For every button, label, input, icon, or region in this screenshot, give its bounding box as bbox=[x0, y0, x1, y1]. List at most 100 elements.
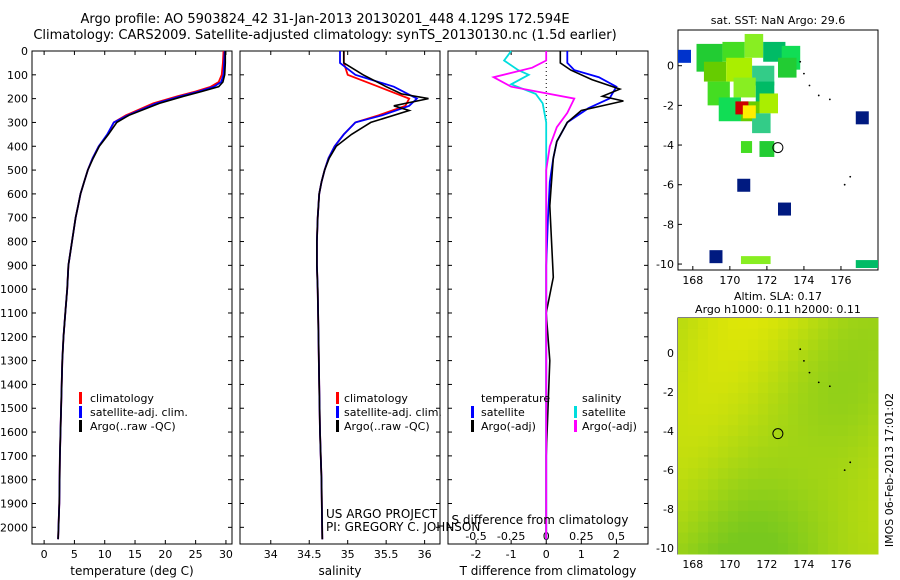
map-x-tick-label: 174 bbox=[793, 558, 814, 571]
sla-cell bbox=[848, 382, 859, 394]
sla-cell bbox=[728, 318, 739, 330]
sla-cell bbox=[868, 543, 879, 555]
sla-cell bbox=[788, 350, 799, 362]
sst-cell bbox=[726, 57, 753, 82]
legend-satellite: satellite-adj. clim. bbox=[90, 406, 188, 419]
x-tick-label: 20 bbox=[158, 548, 172, 561]
sla-cell bbox=[858, 425, 869, 437]
series-line-climatology bbox=[57, 50, 225, 540]
sla-cell bbox=[828, 489, 839, 501]
sla-cell bbox=[788, 382, 799, 394]
y-tick-label: 1400 bbox=[0, 378, 28, 391]
sla-cell bbox=[868, 328, 879, 340]
sla-cell bbox=[788, 339, 799, 351]
sla-cell bbox=[718, 360, 729, 373]
sla-cell bbox=[758, 382, 769, 394]
sla-cell bbox=[798, 382, 809, 394]
sla-cell bbox=[678, 446, 689, 458]
sla-cell bbox=[778, 436, 789, 448]
sla-cell bbox=[748, 350, 759, 362]
map-x-tick-label: 172 bbox=[756, 558, 777, 571]
sla-cell bbox=[728, 371, 739, 383]
top-x-tick-label: 0.25 bbox=[569, 530, 594, 543]
sla-cell bbox=[698, 446, 709, 458]
sst-cell bbox=[855, 111, 869, 125]
sla-cell bbox=[748, 371, 759, 383]
sla-cell bbox=[698, 414, 709, 426]
legend-argo: Argo(..raw -QC) bbox=[344, 420, 430, 433]
legend-swatch-argo bbox=[336, 420, 339, 432]
sla-cell bbox=[828, 543, 839, 555]
sla-cell bbox=[728, 532, 739, 544]
sla-cell bbox=[698, 371, 709, 383]
sla-cell bbox=[708, 532, 719, 544]
sla-cell bbox=[848, 339, 859, 351]
sla-cell bbox=[708, 328, 719, 340]
legend-s-satellite: satellite bbox=[582, 406, 626, 419]
sla-cell bbox=[818, 403, 829, 416]
sst-cell bbox=[759, 93, 778, 114]
map-y-tick-label: 0 bbox=[667, 60, 674, 73]
sla-cell bbox=[768, 328, 779, 340]
sla-cell bbox=[758, 393, 769, 405]
sla-cell bbox=[698, 521, 709, 534]
sla-cell bbox=[688, 468, 699, 480]
sst-cell bbox=[742, 105, 756, 119]
sla-cell bbox=[838, 543, 849, 555]
sla-cell bbox=[828, 436, 839, 448]
sla-cell bbox=[738, 500, 749, 512]
sla-cell bbox=[848, 500, 859, 512]
sla-cell bbox=[818, 436, 829, 448]
sla-cell bbox=[678, 371, 689, 383]
sla-cell bbox=[788, 360, 799, 373]
sla-cell bbox=[858, 360, 869, 373]
sla-cell bbox=[808, 500, 819, 512]
sla-cell bbox=[778, 446, 789, 458]
sst-cell bbox=[737, 178, 751, 192]
sla-cell bbox=[738, 511, 749, 523]
y-tick-label: 300 bbox=[7, 116, 28, 129]
sla-cell bbox=[728, 328, 739, 340]
sla-cell bbox=[768, 318, 779, 330]
sla-cell bbox=[848, 543, 859, 555]
sla-cell bbox=[688, 457, 699, 469]
sla-cell bbox=[868, 468, 879, 480]
sla-cell bbox=[688, 393, 699, 405]
sla-cell bbox=[678, 350, 689, 362]
sla-cell bbox=[718, 457, 729, 469]
sla-cell bbox=[688, 489, 699, 501]
sla-cell bbox=[808, 489, 819, 501]
sla-cell bbox=[808, 393, 819, 405]
series-line-salinity_sat bbox=[502, 50, 548, 540]
sla-cell bbox=[738, 382, 749, 394]
sla-cell bbox=[808, 436, 819, 448]
sla-cell bbox=[808, 318, 819, 330]
sla-cell bbox=[828, 511, 839, 523]
sla-cell bbox=[748, 468, 759, 480]
sla-cell bbox=[858, 446, 869, 458]
x-tick-label: 0 bbox=[41, 548, 48, 561]
sla-cell bbox=[838, 328, 849, 340]
sla-cell bbox=[718, 425, 729, 437]
x-tick-label: 35 bbox=[341, 548, 355, 561]
sla-map-panel: 168 170 172 174 176 0 -2 -4 -6 -8 -10 bbox=[656, 318, 879, 571]
sla-cell bbox=[708, 436, 719, 448]
sst-cell bbox=[759, 141, 775, 157]
y-tick-label: 100 bbox=[7, 69, 28, 82]
sla-cell bbox=[688, 360, 699, 373]
sla-cell bbox=[718, 328, 729, 340]
sla-cell bbox=[698, 468, 709, 480]
sst-cell bbox=[703, 61, 727, 82]
sla-cell bbox=[748, 393, 759, 405]
x-tick-label: 5 bbox=[71, 548, 78, 561]
sla-cell bbox=[858, 521, 869, 534]
sla-cell bbox=[838, 393, 849, 405]
sla-cell bbox=[788, 468, 799, 480]
sla-cell bbox=[858, 511, 869, 523]
sla-cell bbox=[718, 436, 729, 448]
sla-cell bbox=[688, 436, 699, 448]
sla-cell bbox=[758, 436, 769, 448]
sla-cell bbox=[858, 318, 869, 330]
sla-cell bbox=[868, 436, 879, 448]
sla-cell bbox=[808, 521, 819, 534]
